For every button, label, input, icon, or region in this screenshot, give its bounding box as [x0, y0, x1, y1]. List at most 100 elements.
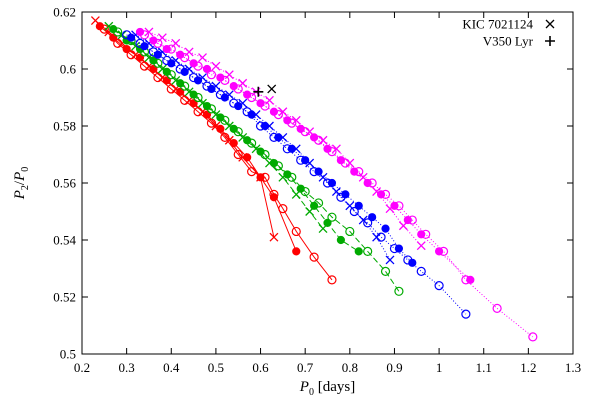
data-point: [283, 170, 292, 179]
data-point: [380, 266, 391, 276]
data-point: [220, 93, 229, 102]
data-point: [224, 121, 234, 131]
data-point: [198, 73, 207, 83]
data-point: [323, 218, 332, 227]
series-3: [90, 16, 279, 242]
data-point: [184, 47, 194, 57]
data-point: [416, 241, 426, 251]
y-tick-label: 0.62: [53, 5, 76, 20]
data-point: [211, 81, 221, 91]
x-tick-label: 0.8: [342, 360, 358, 375]
data-point: [492, 303, 502, 313]
data-point: [211, 121, 221, 131]
data-point: [265, 95, 274, 105]
data-point: [269, 193, 279, 202]
data-point: [291, 115, 301, 125]
data-point: [144, 27, 154, 37]
data-point: [171, 75, 181, 85]
data-point: [149, 64, 158, 74]
data-point: [162, 76, 171, 85]
data-point: [398, 221, 408, 231]
data-point: [269, 232, 279, 242]
data-point: [323, 144, 332, 153]
data-point: [372, 187, 382, 197]
data-point: [202, 64, 212, 74]
data-point: [314, 167, 323, 176]
y-tick-label: 0.6: [60, 62, 77, 77]
data-point: [153, 50, 162, 59]
data-point: [310, 201, 319, 210]
data-point: [296, 124, 305, 133]
data-point: [149, 56, 158, 65]
y-tick-label: 0.52: [53, 290, 76, 305]
series-line: [99, 25, 297, 252]
data-point: [358, 172, 368, 182]
data-point: [385, 204, 395, 214]
data-point: [251, 110, 261, 120]
data-point: [157, 64, 167, 74]
series-5: [109, 25, 363, 256]
data-point: [104, 21, 114, 31]
data-point: [394, 286, 404, 296]
data-point: [363, 218, 373, 228]
data-point: [216, 73, 225, 82]
data-point: [135, 53, 145, 62]
data-point: [269, 107, 279, 116]
data-point: [363, 178, 372, 188]
data-point: [310, 133, 319, 142]
x-tick-label: 0.3: [119, 360, 135, 375]
data-point: [296, 184, 305, 193]
data-point: [238, 132, 248, 142]
data-point: [171, 38, 181, 48]
y-axis-label: P2/P0: [12, 167, 31, 201]
data-point: [238, 98, 248, 108]
data-point: [211, 110, 221, 120]
data-point: [350, 167, 359, 176]
data-point: [318, 135, 328, 145]
data-point: [305, 127, 315, 137]
data-point: [327, 275, 337, 285]
data-point: [331, 187, 341, 197]
data-point: [327, 212, 337, 222]
data-point: [403, 215, 412, 225]
data-point: [416, 266, 426, 276]
data-point: [417, 230, 426, 239]
data-point: [189, 99, 198, 108]
y-tick-label: 0.54: [53, 233, 76, 248]
data-point: [327, 178, 337, 188]
series-2: [95, 22, 301, 256]
data-point: [305, 158, 315, 168]
data-point: [309, 252, 319, 262]
data-point: [216, 113, 225, 122]
data-point: [211, 61, 221, 71]
data-point: [390, 201, 399, 210]
series-line: [144, 34, 534, 338]
data-point: [278, 132, 288, 142]
data-point: [243, 136, 252, 145]
data-point: [135, 27, 145, 37]
data-point: [127, 33, 136, 42]
x-tick-label: 1.3: [565, 360, 581, 375]
data-point: [368, 213, 377, 222]
data-point: [176, 50, 185, 59]
data-point: [234, 101, 243, 111]
data-point: [224, 135, 234, 145]
data-point: [354, 201, 363, 210]
data-point: [292, 247, 301, 256]
data-point: [301, 156, 310, 165]
data-point: [265, 158, 274, 168]
data-point: [278, 107, 288, 117]
data-point: [202, 110, 212, 119]
data-point: [256, 99, 265, 108]
data-point: [318, 172, 328, 182]
data-point: [331, 144, 341, 154]
x-tick-label: 0.7: [297, 360, 314, 375]
data-point: [256, 172, 266, 182]
series-11: [135, 27, 475, 284]
data-point: [131, 41, 141, 51]
legend-label: V350 Lyr: [483, 34, 534, 49]
data-point: [251, 144, 261, 154]
data-point: [278, 172, 288, 182]
data-point: [336, 156, 345, 165]
data-point: [291, 144, 301, 154]
